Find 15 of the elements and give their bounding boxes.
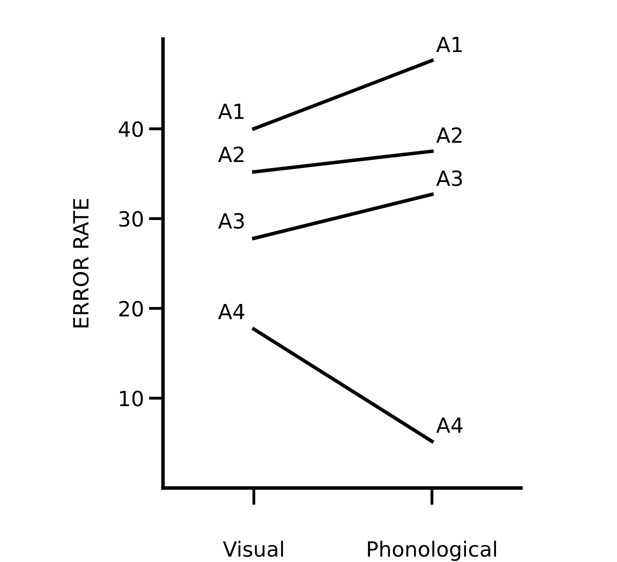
series-label: A3: [436, 170, 462, 186]
series-label: A4: [436, 418, 462, 433]
text: A4: [218, 304, 244, 320]
x-tick-label: Phonological: [368, 540, 496, 561]
x-tick-label: Visual: [222, 540, 283, 557]
y-tick-label: 10: [120, 390, 143, 406]
text: A2: [218, 146, 244, 162]
text: A3: [218, 213, 244, 229]
series-label: A2: [436, 127, 462, 143]
y-axis-title: ERROR RATE: [72, 198, 89, 328]
y-tick-label: 40: [118, 121, 143, 138]
y-tick-label: 30: [119, 211, 143, 227]
text: A1: [218, 104, 244, 119]
series-label: A1: [436, 36, 462, 52]
y-tick-label: 20: [119, 300, 143, 317]
